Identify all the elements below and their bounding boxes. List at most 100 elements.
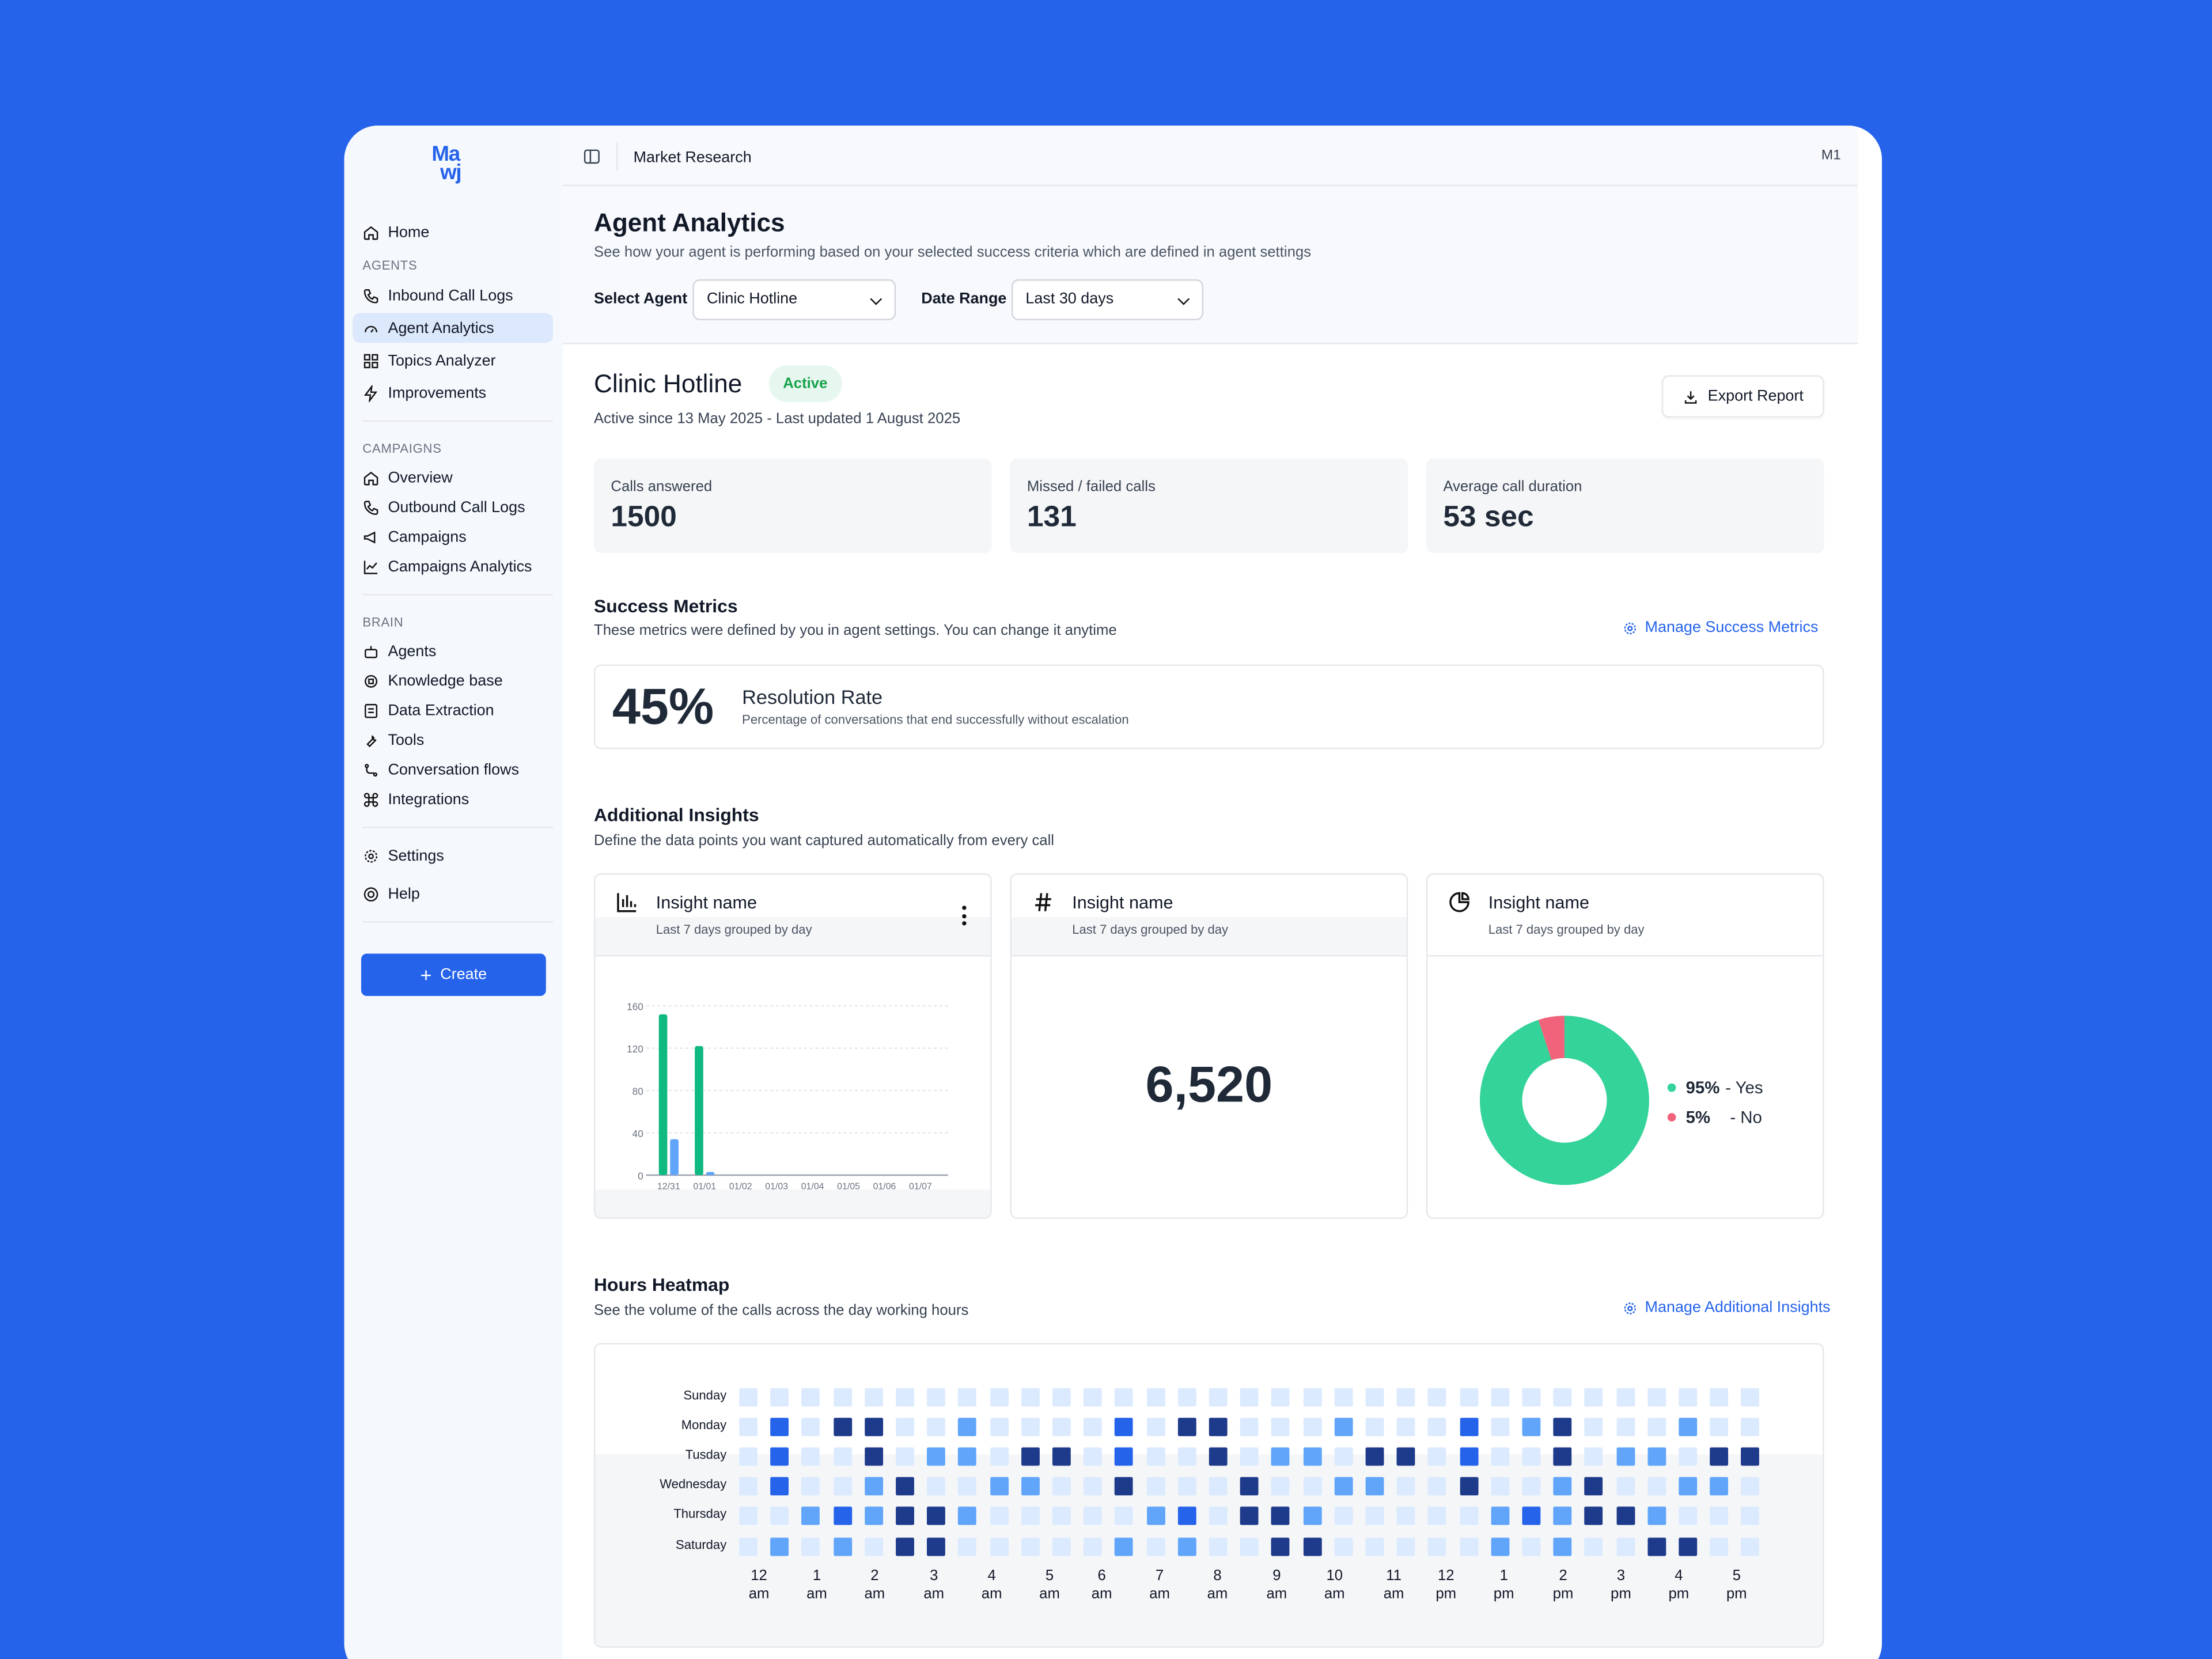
- heatmap-cell[interactable]: [1459, 1537, 1478, 1556]
- heatmap-cell[interactable]: [1553, 1507, 1572, 1526]
- heatmap-cell[interactable]: [1271, 1448, 1290, 1466]
- heatmap-cell[interactable]: [801, 1537, 820, 1556]
- heatmap-cell[interactable]: [1585, 1507, 1604, 1526]
- heatmap-cell[interactable]: [1240, 1477, 1259, 1496]
- heatmap-cell[interactable]: [896, 1537, 914, 1556]
- heatmap-cell[interactable]: [1616, 1477, 1635, 1496]
- heatmap-cell[interactable]: [770, 1418, 789, 1437]
- heatmap-cell[interactable]: [1428, 1507, 1447, 1526]
- heatmap-cell[interactable]: [1647, 1507, 1666, 1526]
- heatmap-cell[interactable]: [801, 1388, 820, 1407]
- heatmap-cell[interactable]: [770, 1388, 789, 1407]
- heatmap-cell[interactable]: [1647, 1418, 1666, 1437]
- heatmap-cell[interactable]: [1491, 1477, 1509, 1496]
- heatmap-cell[interactable]: [1240, 1388, 1259, 1407]
- sidebar-item-outbound-call-logs[interactable]: Outbound Call Logs: [353, 493, 553, 522]
- heatmap-cell[interactable]: [833, 1388, 852, 1407]
- heatmap-cell[interactable]: [1271, 1537, 1290, 1556]
- heatmap-cell[interactable]: [1710, 1388, 1729, 1407]
- heatmap-cell[interactable]: [1741, 1448, 1760, 1466]
- heatmap-cell[interactable]: [1396, 1477, 1415, 1496]
- heatmap-cell[interactable]: [958, 1418, 977, 1437]
- heatmap-cell[interactable]: [1302, 1537, 1321, 1556]
- heatmap-cell[interactable]: [1679, 1418, 1698, 1437]
- heatmap-cell[interactable]: [1647, 1477, 1666, 1496]
- heatmap-cell[interactable]: [1084, 1448, 1103, 1466]
- sidebar-item-inbound-call-logs[interactable]: Inbound Call Logs: [353, 281, 553, 310]
- sidebar-item-overview[interactable]: Overview: [353, 463, 553, 492]
- heatmap-cell[interactable]: [1334, 1507, 1353, 1526]
- heatmap-cell[interactable]: [1177, 1507, 1196, 1526]
- heatmap-cell[interactable]: [1021, 1418, 1040, 1437]
- heatmap-cell[interactable]: [1491, 1537, 1509, 1556]
- heatmap-cell[interactable]: [1052, 1388, 1071, 1407]
- heatmap-cell[interactable]: [927, 1537, 946, 1556]
- heatmap-cell[interactable]: [1585, 1448, 1604, 1466]
- heatmap-cell[interactable]: [1710, 1418, 1729, 1437]
- heatmap-cell[interactable]: [1240, 1418, 1259, 1437]
- heatmap-cell[interactable]: [1553, 1418, 1572, 1437]
- heatmap-cell[interactable]: [1710, 1477, 1729, 1496]
- heatmap-cell[interactable]: [1302, 1418, 1321, 1437]
- heatmap-cell[interactable]: [739, 1388, 758, 1407]
- heatmap-cell[interactable]: [833, 1418, 852, 1437]
- heatmap-cell[interactable]: [1271, 1507, 1290, 1526]
- heatmap-cell[interactable]: [801, 1477, 820, 1496]
- heatmap-cell[interactable]: [1585, 1418, 1604, 1437]
- heatmap-cell[interactable]: [1365, 1537, 1384, 1556]
- heatmap-cell[interactable]: [958, 1388, 977, 1407]
- heatmap-cell[interactable]: [1084, 1418, 1103, 1437]
- heatmap-cell[interactable]: [1710, 1507, 1729, 1526]
- heatmap-cell[interactable]: [958, 1537, 977, 1556]
- heatmap-cell[interactable]: [1177, 1537, 1196, 1556]
- heatmap-cell[interactable]: [1209, 1448, 1228, 1466]
- heatmap-cell[interactable]: [1177, 1448, 1196, 1466]
- heatmap-cell[interactable]: [1522, 1507, 1541, 1526]
- more-options-icon[interactable]: [962, 906, 967, 929]
- heatmap-cell[interactable]: [1647, 1448, 1666, 1466]
- heatmap-cell[interactable]: [896, 1388, 914, 1407]
- heatmap-cell[interactable]: [1115, 1537, 1134, 1556]
- heatmap-cell[interactable]: [927, 1448, 946, 1466]
- heatmap-cell[interactable]: [1553, 1477, 1572, 1496]
- heatmap-cell[interactable]: [1522, 1477, 1541, 1496]
- heatmap-cell[interactable]: [1616, 1388, 1635, 1407]
- heatmap-cell[interactable]: [1021, 1448, 1040, 1466]
- heatmap-cell[interactable]: [1459, 1448, 1478, 1466]
- heatmap-cell[interactable]: [1365, 1418, 1384, 1437]
- heatmap-cell[interactable]: [958, 1477, 977, 1496]
- heatmap-cell[interactable]: [896, 1448, 914, 1466]
- heatmap-cell[interactable]: [1084, 1388, 1103, 1407]
- heatmap-cell[interactable]: [990, 1388, 1009, 1407]
- heatmap-cell[interactable]: [1428, 1388, 1447, 1407]
- heatmap-cell[interactable]: [990, 1507, 1009, 1526]
- heatmap-cell[interactable]: [833, 1448, 852, 1466]
- sidebar-toggle-icon[interactable]: [584, 149, 600, 164]
- sidebar-item-knowledge-base[interactable]: Knowledge base: [353, 666, 553, 695]
- heatmap-cell[interactable]: [1084, 1537, 1103, 1556]
- heatmap-cell[interactable]: [1302, 1388, 1321, 1407]
- heatmap-cell[interactable]: [1115, 1477, 1134, 1496]
- heatmap-cell[interactable]: [1271, 1477, 1290, 1496]
- heatmap-cell[interactable]: [927, 1507, 946, 1526]
- heatmap-cell[interactable]: [1021, 1388, 1040, 1407]
- heatmap-cell[interactable]: [1741, 1537, 1760, 1556]
- heatmap-cell[interactable]: [1491, 1507, 1509, 1526]
- heatmap-cell[interactable]: [864, 1537, 883, 1556]
- heatmap-cell[interactable]: [958, 1507, 977, 1526]
- heatmap-cell[interactable]: [1616, 1418, 1635, 1437]
- heatmap-cell[interactable]: [1585, 1388, 1604, 1407]
- export-report-button[interactable]: Export Report: [1661, 375, 1824, 418]
- sidebar-item-integrations[interactable]: Integrations: [353, 785, 553, 814]
- heatmap-cell[interactable]: [1334, 1388, 1353, 1407]
- sidebar-item-agents[interactable]: Agents: [353, 636, 553, 665]
- manage-success-metrics-link[interactable]: Manage Success Metrics: [1622, 619, 1818, 636]
- heatmap-cell[interactable]: [770, 1448, 789, 1466]
- heatmap-cell[interactable]: [739, 1537, 758, 1556]
- heatmap-cell[interactable]: [990, 1418, 1009, 1437]
- heatmap-cell[interactable]: [1459, 1388, 1478, 1407]
- heatmap-cell[interactable]: [990, 1477, 1009, 1496]
- heatmap-cell[interactable]: [1585, 1477, 1604, 1496]
- heatmap-cell[interactable]: [1084, 1477, 1103, 1496]
- heatmap-cell[interactable]: [1491, 1418, 1509, 1437]
